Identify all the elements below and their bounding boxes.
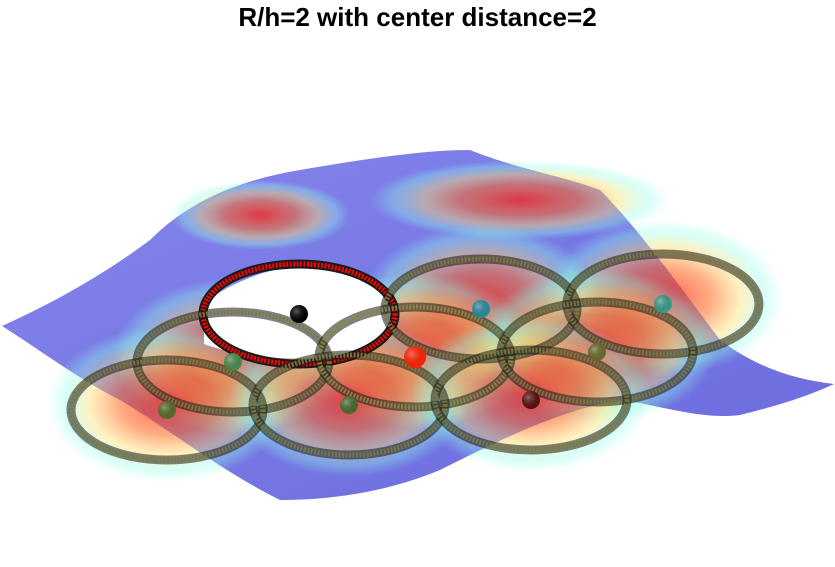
disk-center-marker-shine xyxy=(158,401,176,419)
disk-ring xyxy=(68,357,266,463)
disk-center-marker-shine xyxy=(588,343,606,361)
disk-center-marker-shine xyxy=(522,391,540,409)
disk-centers xyxy=(158,295,672,419)
disk-center-marker-shine xyxy=(340,396,358,414)
surface xyxy=(2,150,834,500)
disk-ring xyxy=(250,352,448,458)
disk-ring xyxy=(432,347,630,453)
disk-center-marker-shine xyxy=(472,300,490,318)
disk-center-marker-shine xyxy=(290,305,308,323)
disk-rings xyxy=(66,249,764,465)
disk-center-marker-shine xyxy=(404,346,426,368)
surface-heat-crest xyxy=(370,160,670,240)
disk-center-marker-shine xyxy=(654,295,672,313)
disk-center-marker-shine xyxy=(224,353,242,371)
surface-heat-crest xyxy=(170,180,350,250)
chart-title: R/h=2 with center distance=2 xyxy=(238,2,597,32)
